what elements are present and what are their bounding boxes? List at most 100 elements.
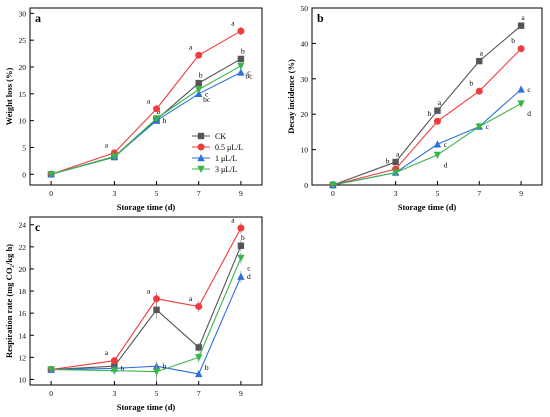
significance-label: b bbox=[386, 157, 390, 166]
x-tick-label: 9 bbox=[239, 389, 243, 398]
significance-label: b bbox=[199, 71, 203, 80]
y-tick-label: 5 bbox=[22, 143, 26, 152]
series-0: b bbox=[47, 233, 245, 373]
data-point bbox=[517, 85, 525, 93]
y-tick-label: 20 bbox=[19, 265, 27, 274]
significance-label: b bbox=[163, 116, 167, 125]
data-point bbox=[195, 344, 202, 351]
series-1: a a a a bbox=[47, 216, 245, 374]
x-tick-label: 3 bbox=[112, 189, 116, 198]
significance-label: a bbox=[521, 13, 525, 22]
data-point bbox=[195, 303, 203, 311]
x-tick-label: 7 bbox=[477, 189, 481, 198]
data-point bbox=[517, 22, 525, 29]
significance-label: bc bbox=[245, 71, 253, 80]
x-tick-label: 0 bbox=[331, 189, 335, 198]
y-tick-label: 10 bbox=[19, 117, 27, 126]
y-tick-label: 30 bbox=[301, 75, 309, 84]
data-point bbox=[237, 224, 245, 232]
significance-label: a bbox=[147, 96, 151, 105]
significance-label: a bbox=[438, 98, 442, 107]
x-axis-label: Storage time (d) bbox=[398, 202, 457, 212]
data-point bbox=[237, 55, 245, 63]
data-point bbox=[195, 51, 203, 59]
x-axis-label: Storage time (d) bbox=[117, 402, 176, 412]
data-point bbox=[110, 367, 119, 375]
significance-label: b bbox=[511, 36, 515, 45]
significance-label: b bbox=[120, 364, 124, 373]
y-tick-label: 10 bbox=[301, 146, 309, 155]
y-tick-label: 14 bbox=[19, 331, 27, 340]
data-point bbox=[153, 306, 160, 314]
data-point bbox=[475, 123, 483, 131]
plot-frame bbox=[29, 7, 263, 186]
significance-label: bc bbox=[203, 95, 211, 104]
significance-label: c bbox=[247, 263, 251, 272]
legend-label: 1 μL/L bbox=[215, 154, 237, 163]
series-3: bc bbox=[47, 252, 251, 382]
significance-label: c bbox=[444, 140, 448, 149]
x-tick-label: 5 bbox=[155, 189, 159, 198]
data-point bbox=[433, 140, 442, 148]
data-point bbox=[47, 171, 55, 179]
significance-label: a bbox=[189, 294, 193, 303]
y-tick-label: 12 bbox=[19, 353, 27, 362]
y-tick-label: 24 bbox=[19, 221, 27, 230]
y-tick-label: 0 bbox=[304, 181, 308, 190]
significance-label: d bbox=[247, 272, 251, 281]
y-tick-label: 0 bbox=[22, 170, 26, 179]
x-tick-label: 5 bbox=[436, 189, 440, 198]
data-point bbox=[195, 369, 203, 378]
significance-label: a bbox=[189, 43, 193, 52]
significance-label: b bbox=[469, 79, 473, 88]
chart-panel-b: b 0 10 20 30 40 50 0 3 5 7 9 Storage time (d) Decay i… bbox=[286, 4, 543, 212]
series-0: a a a a bbox=[329, 13, 525, 189]
significance-label: b bbox=[241, 233, 245, 242]
x-tick-label: 7 bbox=[197, 189, 201, 198]
y-tick-label: 20 bbox=[19, 63, 27, 72]
data-point bbox=[110, 153, 119, 161]
data-point bbox=[237, 242, 245, 249]
data-point bbox=[433, 117, 441, 125]
data-point bbox=[152, 368, 161, 376]
legend-marker bbox=[197, 143, 205, 151]
data-point bbox=[391, 169, 400, 177]
data-point bbox=[195, 79, 202, 87]
y-tick-label: 25 bbox=[19, 36, 27, 45]
data-point bbox=[517, 100, 525, 108]
plot-frame bbox=[311, 7, 543, 186]
panel-letter: b bbox=[317, 11, 324, 25]
significance-label: b bbox=[241, 46, 245, 55]
y-tick-label: 50 bbox=[301, 4, 309, 13]
data-point bbox=[195, 354, 203, 362]
series-line bbox=[51, 245, 242, 371]
y-tick-label: 15 bbox=[19, 90, 27, 99]
significance-label: d bbox=[527, 109, 531, 118]
x-tick-label: 9 bbox=[519, 189, 523, 198]
data-point bbox=[237, 27, 245, 35]
data-point bbox=[475, 87, 483, 95]
significance-label: b bbox=[428, 109, 432, 118]
significance-label: c bbox=[247, 68, 251, 77]
series-line bbox=[332, 25, 522, 186]
x-tick-label: 5 bbox=[155, 389, 159, 398]
y-axis-label: Respiration rate (mg CO₂/kg h) bbox=[4, 244, 14, 358]
data-point bbox=[476, 57, 483, 65]
x-tick-label: 9 bbox=[239, 189, 243, 198]
data-point bbox=[433, 151, 442, 159]
chart-panel-a: a 0 5 10 15 20 25 30 0 3 5 7 9 Storage time (d) Weight… bbox=[4, 7, 263, 212]
data-point bbox=[517, 45, 525, 53]
legend-label: 3 μL/L bbox=[215, 165, 237, 174]
significance-label: a bbox=[231, 19, 235, 28]
data-point bbox=[195, 86, 203, 94]
data-point bbox=[237, 62, 245, 70]
series-line bbox=[51, 227, 242, 371]
panel-letter: c bbox=[35, 220, 41, 234]
x-tick-label: 7 bbox=[197, 389, 201, 398]
significance-label: c bbox=[205, 89, 209, 98]
chart-panel-c: c 10 12 14 16 18 20 22 24 0 3 5 7 9 Storage time (d) Re… bbox=[4, 216, 263, 412]
data-point bbox=[47, 366, 55, 374]
legend-label: 0.5 μL/L bbox=[215, 143, 243, 152]
y-tick-label: 22 bbox=[19, 243, 27, 252]
legend-marker bbox=[197, 132, 205, 140]
